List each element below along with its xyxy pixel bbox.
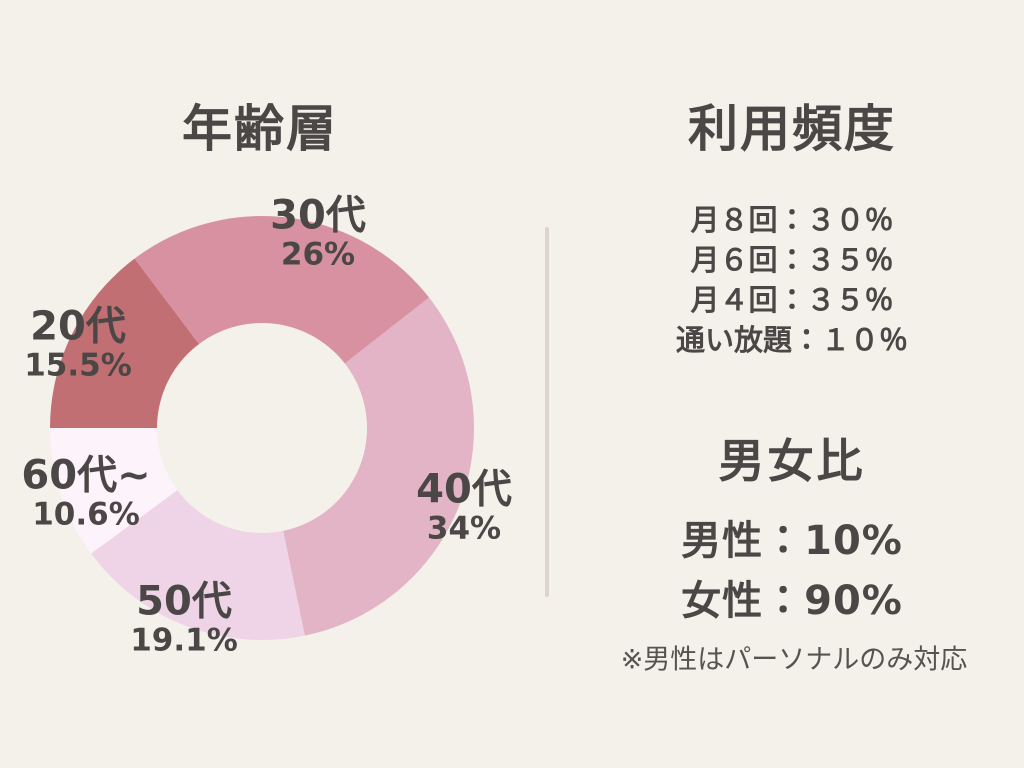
segment-name: 60代~ — [21, 452, 151, 499]
segment-name: 50代 — [136, 578, 232, 625]
segment-label-20s: 20代 15.5% — [24, 305, 132, 384]
usage-frequency-list: 月８回：３０％ 月６回：３５％ 月４回：３５％ 通い放題：１０％ — [676, 200, 908, 360]
segment-percentage: 26% — [280, 236, 356, 273]
age-donut-chart — [50, 216, 474, 640]
divider-line — [545, 227, 549, 597]
usage-frequency-title: 利用頻度 — [688, 100, 896, 158]
segment-percentage: 10.6% — [32, 496, 140, 533]
usage-frequency-item: 月６回：３５％ — [690, 243, 894, 277]
segment-label-50s: 50代 19.1% — [130, 580, 238, 659]
age-chart-title: 年齢層 — [182, 100, 338, 158]
usage-frequency-item: 通い放題：１０％ — [675, 323, 909, 357]
segment-percentage: 15.5% — [24, 347, 132, 384]
usage-frequency-item: 月８回：３０％ — [690, 203, 894, 237]
donut-hole — [157, 323, 367, 533]
segment-percentage: 19.1% — [130, 622, 238, 659]
segment-name: 40代 — [416, 466, 512, 513]
segment-label-40s: 40代 34% — [416, 468, 512, 547]
segment-percentage: 34% — [426, 510, 502, 547]
usage-frequency-item: 月４回：３５％ — [690, 283, 894, 317]
gender-ratio-title: 男女比 — [718, 434, 866, 488]
segment-name: 30代 — [270, 192, 366, 239]
gender-note: ※男性はパーソナルのみ対応 — [620, 644, 968, 676]
segment-name: 20代 — [30, 303, 126, 350]
male-ratio-text: 男性：10% — [681, 518, 903, 564]
female-ratio-text: 女性：90% — [681, 578, 903, 624]
segment-label-30s: 30代 26% — [270, 194, 366, 273]
segment-label-60s-plus: 60代~ 10.6% — [21, 454, 150, 533]
